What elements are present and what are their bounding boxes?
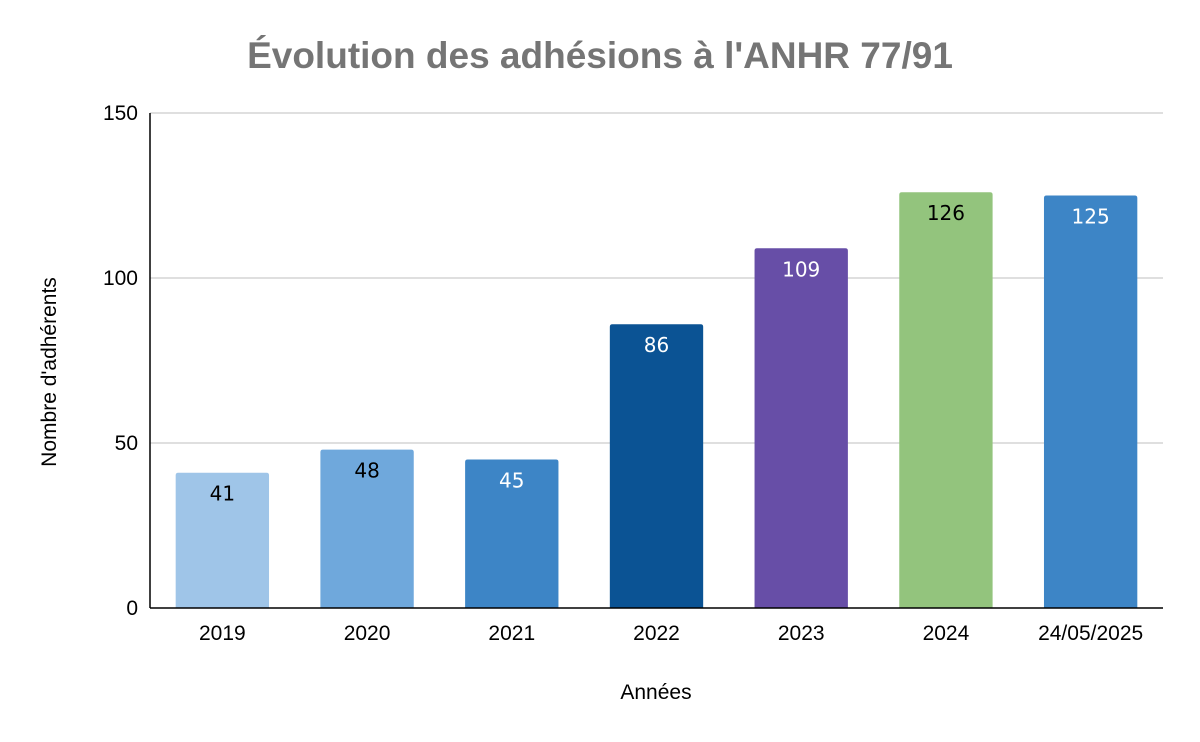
bar — [320, 449, 414, 608]
data-label: 125 — [1072, 205, 1110, 229]
bar — [1043, 195, 1138, 608]
y-tick-label: 100 — [103, 267, 138, 290]
y-axis-tick-labels: 0 50 100 150 — [103, 102, 138, 620]
bar — [175, 472, 270, 608]
x-axis-title: Années — [620, 681, 691, 704]
data-label: 86 — [644, 333, 669, 357]
x-tick-label: 24/05/2025 — [1038, 622, 1143, 645]
data-label: 45 — [499, 469, 524, 493]
data-label: 41 — [210, 482, 235, 506]
bar — [899, 192, 993, 608]
chart-title: Évolution des adhésions à l'ANHR 77/91 — [247, 35, 953, 76]
x-tick-label: 2019 — [199, 622, 246, 645]
x-tick-label: 2022 — [633, 622, 680, 645]
data-labels: 41 48 45 86 109 126 125 — [210, 201, 1110, 506]
bars — [175, 192, 1138, 609]
x-tick-label: 2024 — [923, 622, 970, 645]
x-tick-label: 2021 — [488, 622, 535, 645]
x-tick-label: 2023 — [778, 622, 825, 645]
bar — [465, 459, 559, 608]
bar — [754, 248, 848, 609]
y-axis-title: Nombre d'adhérents — [38, 277, 61, 467]
y-tick-label: 150 — [103, 102, 138, 125]
x-axis-tick-labels: 2019 2020 2021 2022 2023 2024 24/05/2025 — [199, 622, 1143, 645]
bar — [609, 324, 704, 608]
x-tick-label: 2020 — [344, 622, 391, 645]
data-label: 48 — [354, 459, 379, 483]
data-label: 109 — [782, 257, 820, 281]
data-label: 126 — [927, 201, 965, 225]
y-tick-label: 0 — [126, 597, 138, 620]
y-tick-label: 50 — [115, 432, 138, 455]
